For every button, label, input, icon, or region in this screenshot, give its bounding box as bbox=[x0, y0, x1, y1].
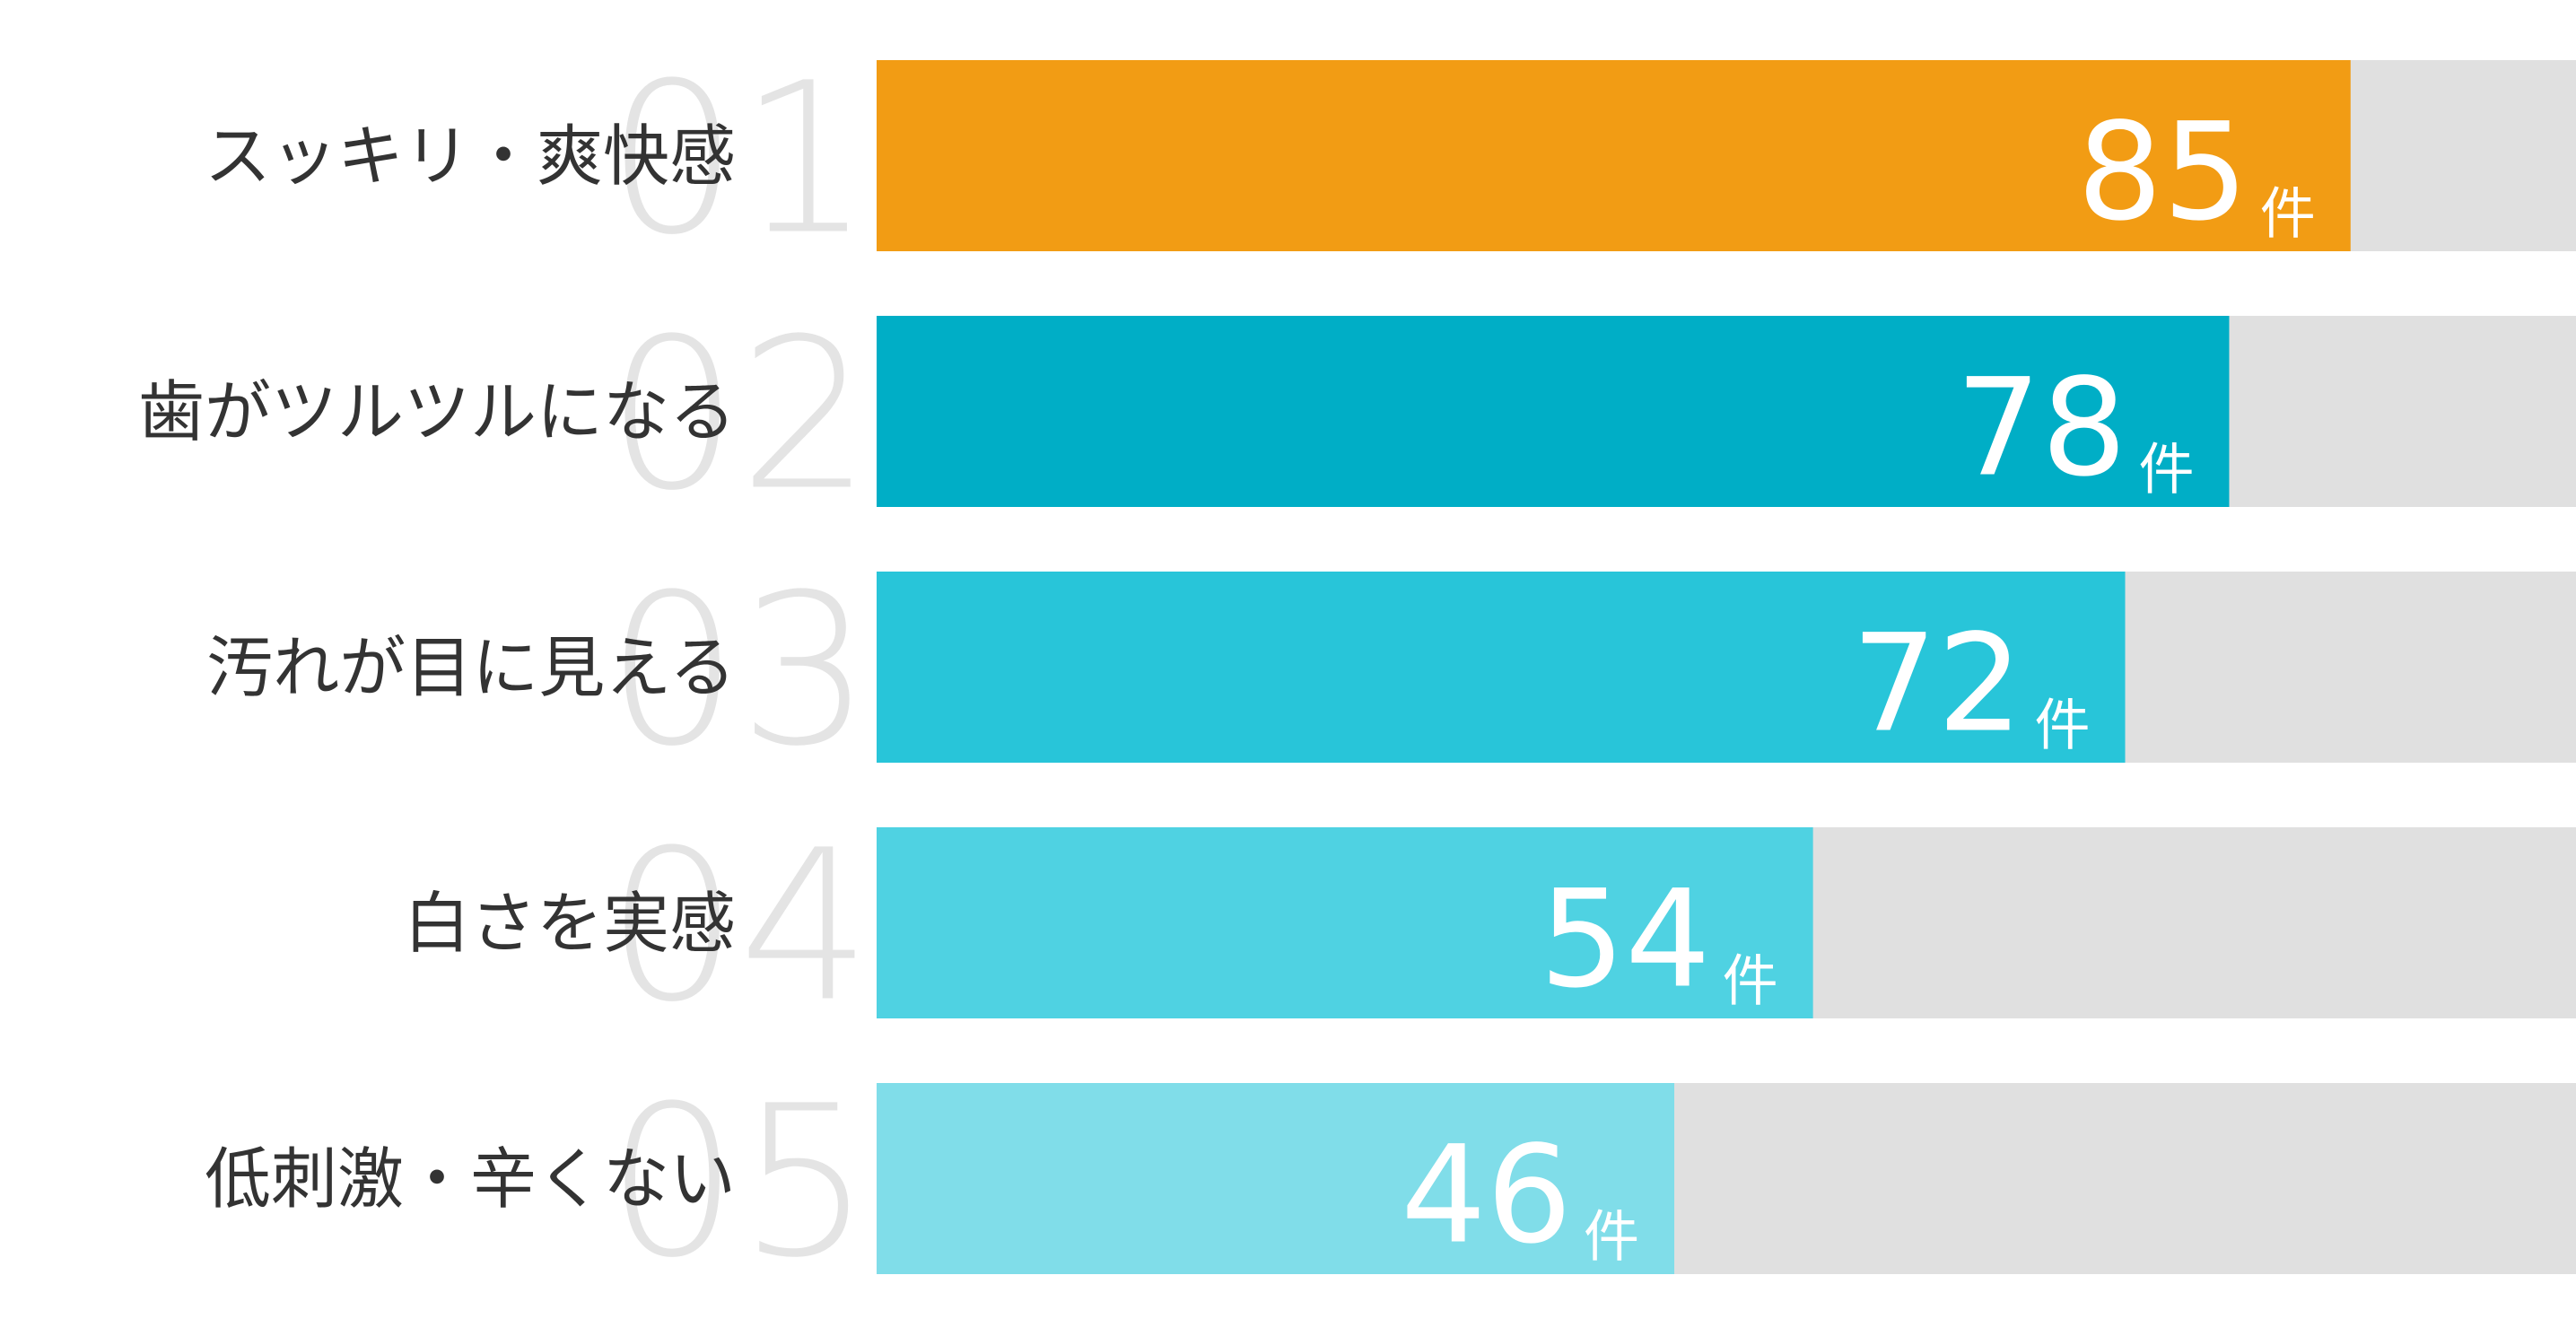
value-label: 72 bbox=[1852, 607, 2023, 763]
value-label: 54 bbox=[1540, 862, 1711, 1018]
rank-number: 01 bbox=[607, 39, 871, 281]
category-label: 白さを実感 bbox=[404, 886, 736, 963]
value-label: 46 bbox=[1401, 1118, 1572, 1274]
category-label: 汚れが目に見える bbox=[206, 630, 736, 707]
rank-number: 04 bbox=[607, 806, 871, 1048]
value-label: 78 bbox=[1956, 351, 2127, 507]
unit-label: 件 bbox=[2260, 181, 2316, 247]
value-label: 85 bbox=[2077, 95, 2249, 251]
bar bbox=[877, 1083, 1675, 1274]
bar bbox=[877, 60, 2351, 251]
category-label: スッキリ・爽快感 bbox=[205, 118, 736, 196]
rank-number: 02 bbox=[607, 294, 871, 537]
bar bbox=[877, 827, 1813, 1018]
category-label: 低刺激・辛くない bbox=[205, 1141, 736, 1219]
category-label: 歯がツルツルになる bbox=[138, 374, 736, 451]
unit-label: 件 bbox=[2034, 693, 2090, 758]
unit-label: 件 bbox=[1584, 1204, 1639, 1270]
unit-label: 件 bbox=[1723, 948, 1778, 1014]
unit-label: 件 bbox=[2138, 437, 2194, 502]
bar bbox=[877, 316, 2230, 507]
rank-number: 03 bbox=[607, 550, 871, 792]
bar bbox=[877, 572, 2126, 763]
rank-number: 05 bbox=[607, 1061, 871, 1304]
